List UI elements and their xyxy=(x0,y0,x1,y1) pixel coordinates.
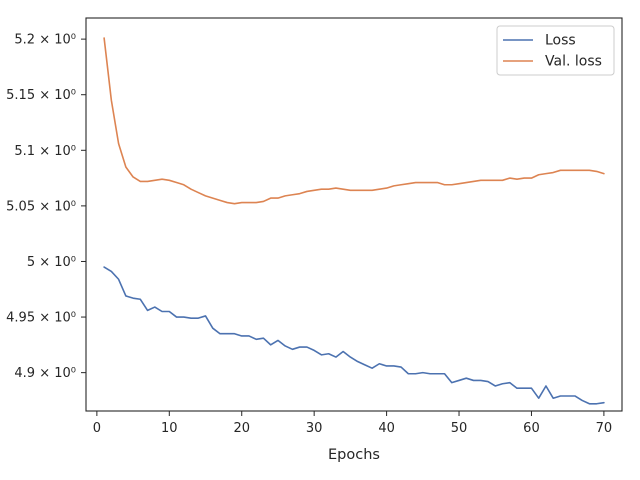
y-axis: 4.9 × 10⁰ 4.95 × 10⁰ 5 × 10⁰ 5.05 × 10⁰ 5.1 … xyxy=(6,33,86,381)
x-tick-label: 70 xyxy=(596,421,613,436)
x-tick-label: 20 xyxy=(233,421,250,436)
x-axis-label: Epochs xyxy=(328,447,380,463)
legend: Loss Val. loss xyxy=(496,25,615,76)
x-axis: 0 10 20 30 40 50 60 70 xyxy=(93,411,612,436)
x-tick-label: 10 xyxy=(161,421,178,436)
x-tick-label: 50 xyxy=(451,421,468,436)
plot-frame xyxy=(85,17,623,412)
x-tick-label: 40 xyxy=(378,421,395,436)
x-tick-label: 60 xyxy=(523,421,540,436)
x-tick-label: 30 xyxy=(306,421,323,436)
y-tick-label: 5 × 10⁰ xyxy=(27,255,76,270)
legend-label-loss: Loss xyxy=(545,33,576,49)
series-line-val-loss xyxy=(103,37,605,205)
series-line-loss xyxy=(103,266,605,405)
series-layer xyxy=(103,37,605,405)
legend-label-val-loss: Val. loss xyxy=(545,54,602,70)
y-tick-label: 5.15 × 10⁰ xyxy=(6,88,76,103)
y-tick-label: 5.2 × 10⁰ xyxy=(14,33,76,48)
y-tick-label: 5.05 × 10⁰ xyxy=(6,199,76,214)
y-tick-label: 5.1 × 10⁰ xyxy=(14,144,76,159)
y-tick-label: 4.95 × 10⁰ xyxy=(6,311,76,326)
x-tick-label: 0 xyxy=(93,421,101,436)
y-tick-label: 4.9 × 10⁰ xyxy=(14,366,76,381)
legend-box xyxy=(496,25,615,76)
